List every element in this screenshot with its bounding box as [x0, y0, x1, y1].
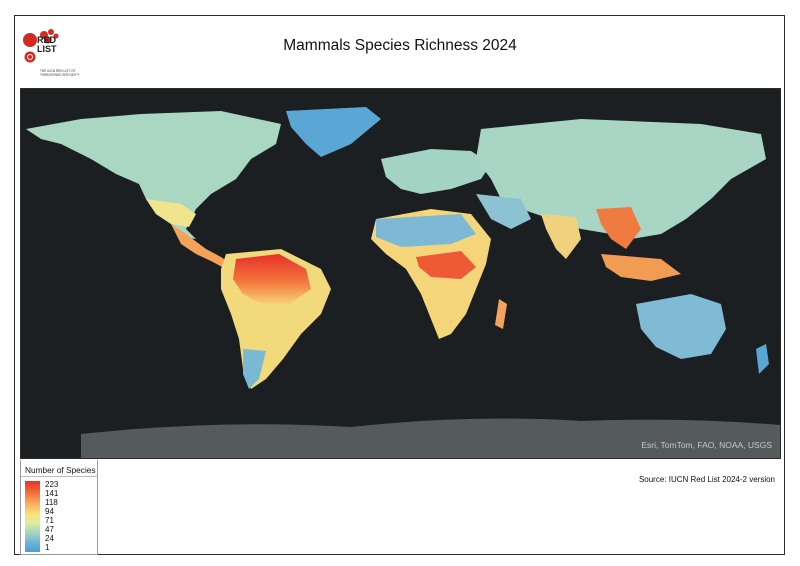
southeast-asia-hotspot: [596, 207, 641, 249]
legend-label-24: 24: [45, 534, 54, 543]
indonesia: [601, 254, 681, 281]
antarctica: [81, 418, 780, 458]
legend-color-ramp: [25, 481, 40, 552]
species-richness-map[interactable]: Esri, TomTom, FAO, NOAA, USGS: [20, 88, 781, 459]
africa-hotspot: [416, 251, 476, 279]
source-note: Source: IUCN Red List 2024-2 version: [638, 475, 775, 484]
logo-tagline: THE IUCN RED LIST OF THREATENED SPECIES™: [40, 69, 80, 77]
sahara: [376, 214, 476, 247]
greenland: [286, 107, 381, 157]
legend-label-223: 223: [45, 480, 59, 489]
legend-label-71: 71: [45, 516, 54, 525]
iucn-red-list-logo: [22, 27, 92, 79]
new-zealand: [756, 344, 769, 374]
india: [541, 214, 581, 259]
logo-word-red: RED: [37, 35, 57, 45]
logo-wordmark: RED LIST: [37, 36, 57, 54]
page-frame: [14, 15, 785, 555]
legend-divider: [21, 476, 98, 477]
europe: [381, 149, 491, 194]
south-america-tip: [243, 349, 266, 389]
australia: [636, 294, 726, 359]
legend-panel: Number of Species 223 141 118 94 71 47 2…: [20, 460, 98, 555]
legend-title: Number of Species: [25, 465, 96, 475]
north-america-south: [146, 199, 196, 227]
central-america: [171, 224, 231, 269]
legend-label-1: 1: [45, 543, 50, 552]
legend-label-141: 141: [45, 489, 59, 498]
madagascar: [495, 299, 507, 329]
asia: [476, 119, 766, 239]
amazon-hotspot: [233, 254, 311, 304]
map-attribution: Esri, TomTom, FAO, NOAA, USGS: [641, 440, 772, 450]
logo-word-list: LIST: [37, 44, 57, 54]
north-america: [26, 111, 281, 239]
legend-label-47: 47: [45, 525, 54, 534]
legend-label-94: 94: [45, 507, 54, 516]
map-title: Mammals Species Richness 2024: [283, 37, 517, 54]
legend-label-118: 118: [45, 498, 58, 507]
world-map: [26, 107, 780, 458]
middle-east: [476, 194, 531, 229]
